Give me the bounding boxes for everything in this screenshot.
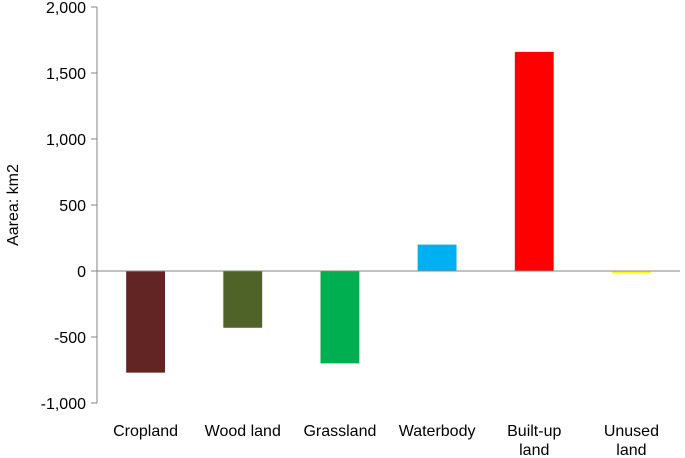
y-axis-title: Aarea: km2 [5,164,22,246]
bar [223,271,263,328]
y-tick-label: 1,500 [46,66,86,83]
x-tick-label: Cropland [113,423,178,440]
x-tick-label: Built-up land [507,423,561,458]
bar [126,271,166,373]
x-tick-label: Waterbody [399,423,476,440]
y-tick-label: 0 [77,264,86,281]
y-tick-label: -1,000 [41,396,86,413]
y-tick-label: -500 [54,330,86,347]
bar [417,244,457,271]
y-tick-label: 500 [59,198,86,215]
y-tick-label: 2,000 [46,0,86,17]
bar [611,271,651,273]
axis-lines [96,7,680,403]
bars-group [126,51,651,373]
y-axis: -1,000 -500 0 500 1,000 1,500 2,000 [41,0,97,413]
x-axis-labels: Cropland Wood land Grassland Waterbody Built… [113,423,659,458]
x-tick-label: Wood land [205,423,281,440]
bar [514,51,554,271]
x-tick-label: Unused land [604,423,659,458]
y-tick-label: 1,000 [46,132,86,149]
bar [320,271,360,364]
x-tick-label: Grassland [303,423,376,440]
